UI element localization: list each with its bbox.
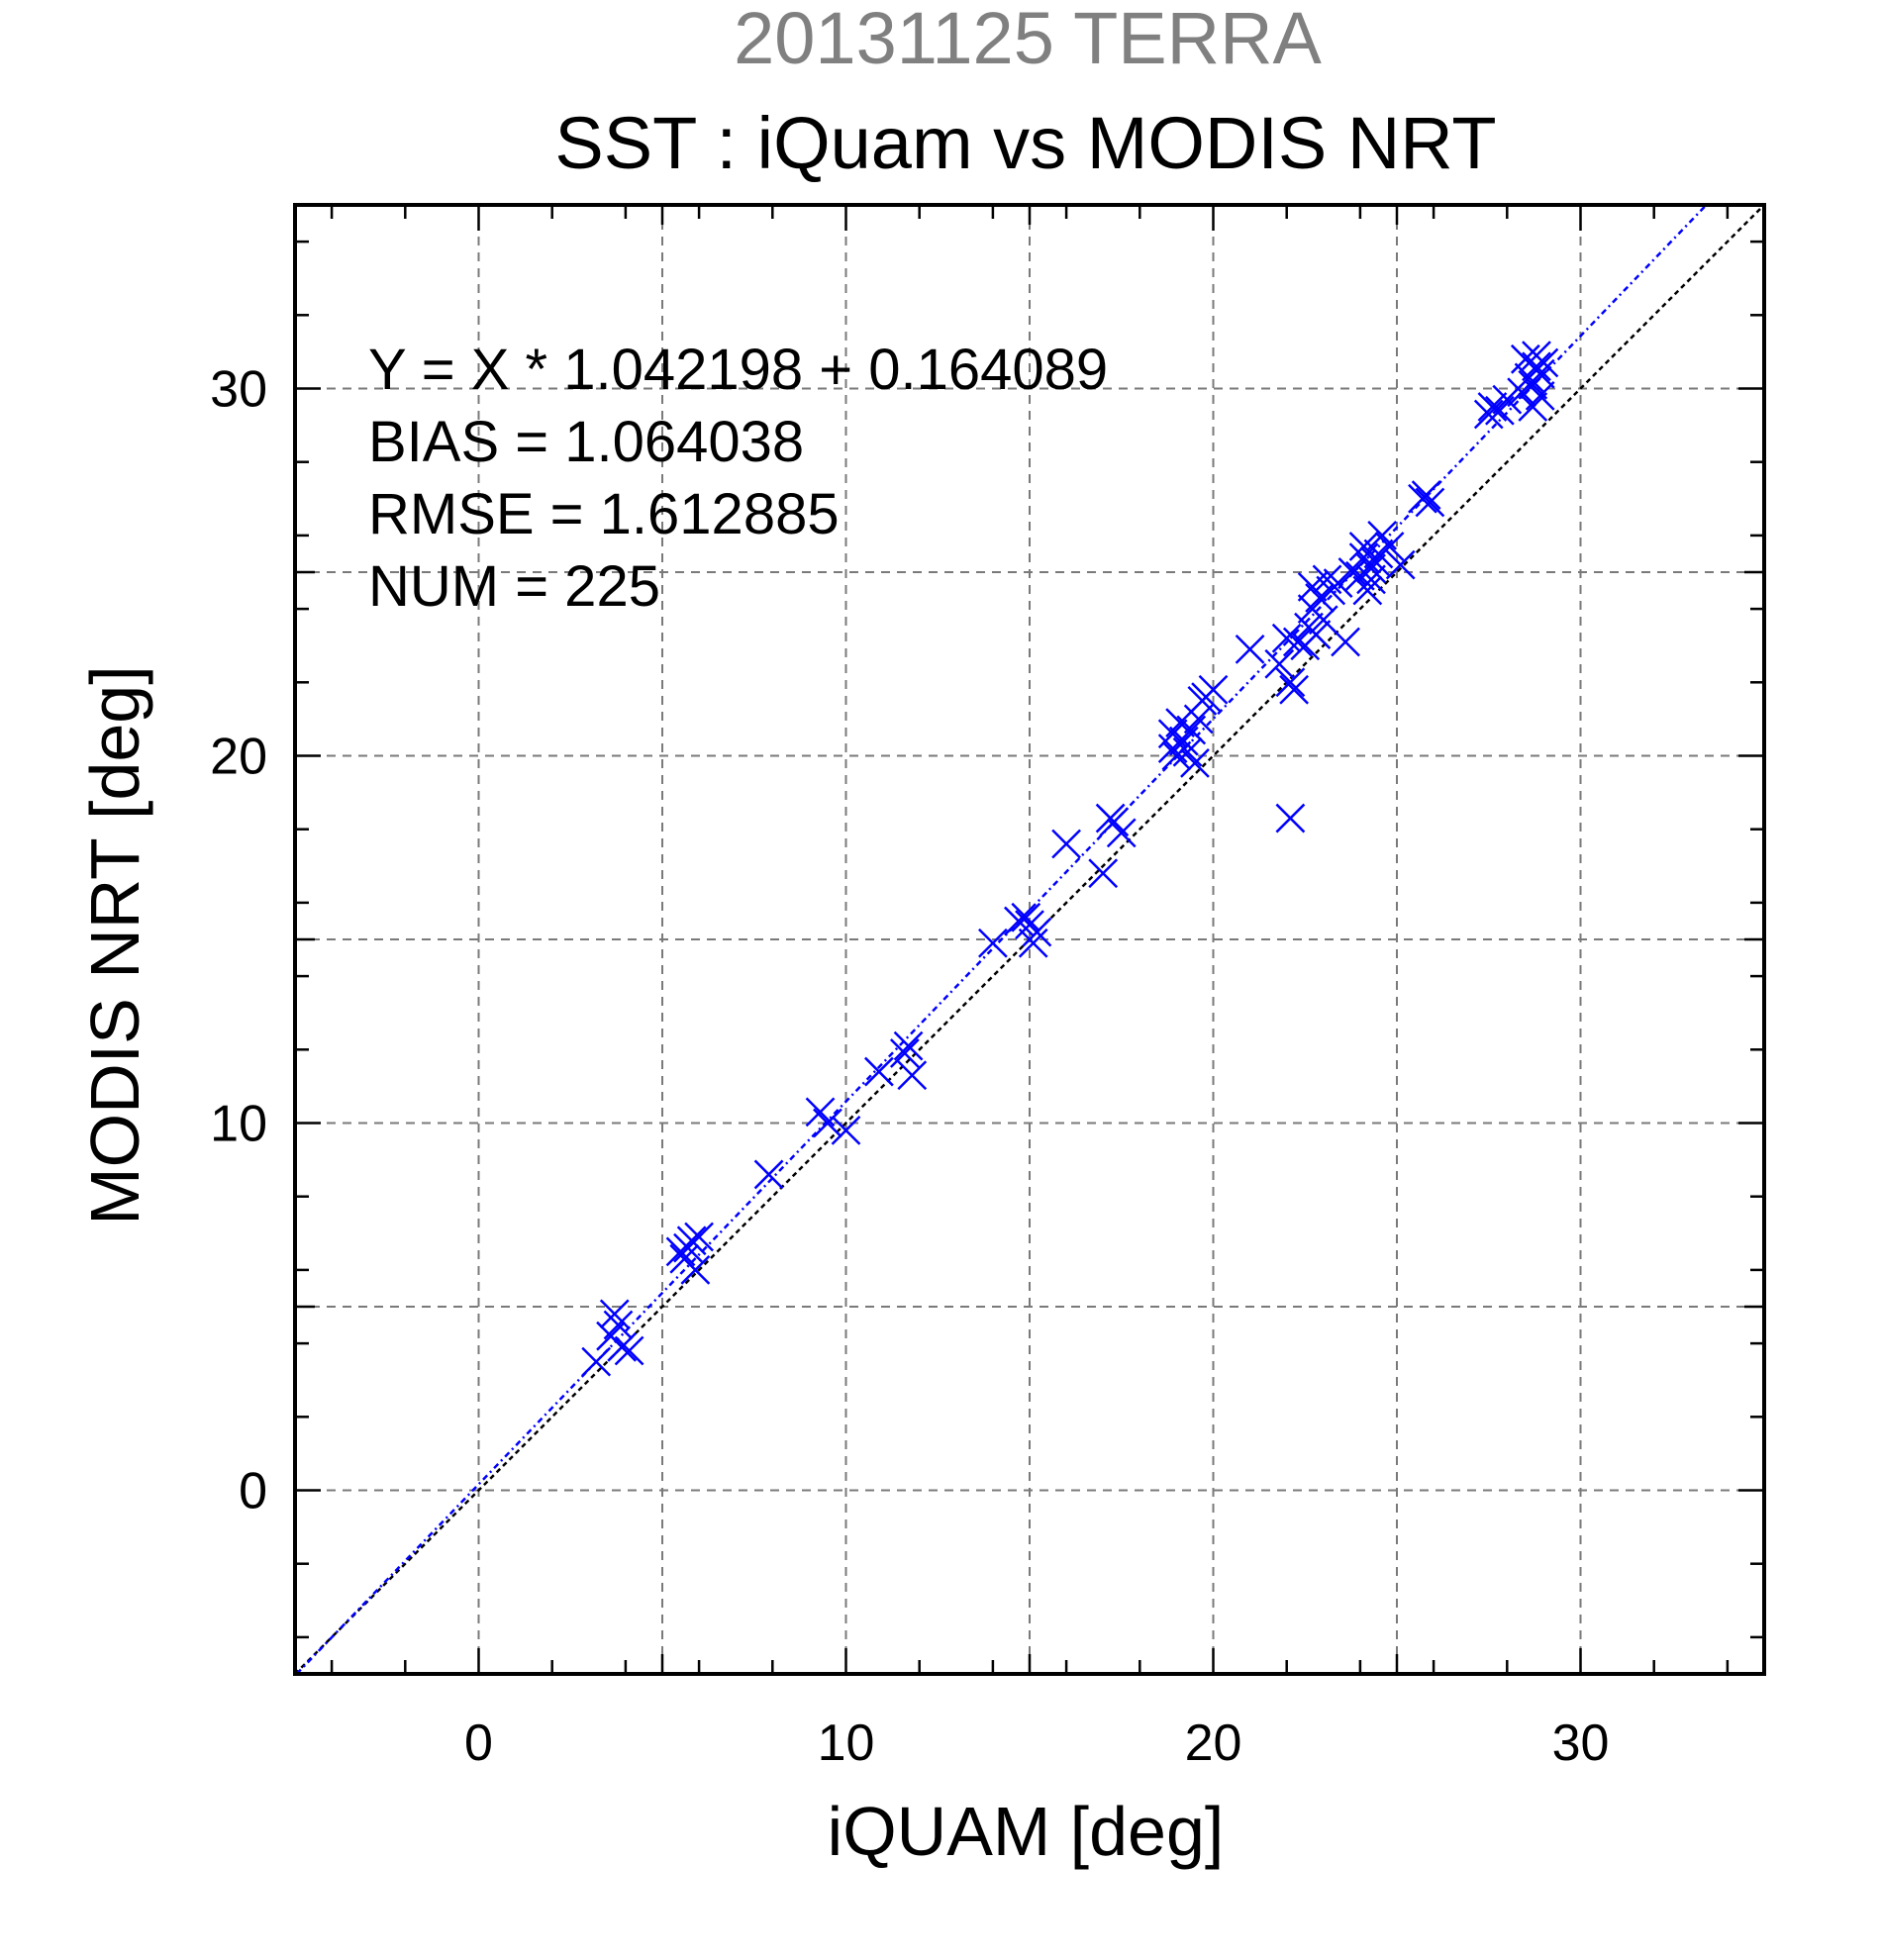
data-point [1525,358,1555,389]
data-point [1235,635,1265,664]
data-point [1473,399,1504,430]
y-tick-labels: 0 10 20 30 [210,361,267,1520]
data-point [1275,667,1306,698]
data-point [1312,564,1342,595]
data-point [889,1038,920,1068]
axis-ticks [293,203,1766,1676]
data-point [1522,351,1551,382]
data-point [581,1346,612,1377]
data-point [1415,487,1445,518]
data-point [1301,620,1332,649]
stats-box: Y = X * 1.042198 + 0.164089 BIAS = 1.0640… [368,338,1108,619]
data-point [1279,674,1310,705]
data-point [1282,627,1313,657]
data-point [1374,532,1405,561]
data-point [1011,902,1041,932]
reference-lines [294,204,1765,1675]
y-tick-label: 10 [210,1096,267,1153]
data-point [1348,532,1379,561]
data-point [1356,553,1386,584]
data-point [1161,740,1192,771]
stat-line: BIAS = 1.064038 [368,410,804,474]
chart-title: SST : iQuam vs MODIS NRT [554,102,1496,184]
data-point [1022,917,1052,947]
plot-frame [293,203,1766,1676]
data-point [1198,674,1229,705]
y-tick-label: 20 [210,729,267,786]
data-point [897,1060,928,1091]
data-point [680,1255,711,1285]
identity-line [294,204,1765,1675]
data-point [1264,648,1295,679]
data-point [813,1108,842,1138]
data-point [1356,564,1386,595]
data-point [1529,347,1559,378]
data-point [1051,829,1081,859]
data-point [614,1335,644,1366]
data-point [1018,928,1048,958]
data-point [1106,818,1137,848]
data-points [581,341,1559,1377]
data-point [831,1116,861,1145]
x-tick-labels: 0 10 20 30 [464,1715,1609,1772]
stat-line: Y = X * 1.042198 + 0.164089 [368,338,1108,402]
data-point [1088,858,1119,889]
x-tick-label: 30 [1552,1715,1610,1772]
data-point [893,1030,924,1061]
data-point [1180,748,1210,778]
data-point [1183,704,1214,735]
data-point [753,1159,784,1190]
data-point [1411,480,1441,510]
y-tick-label: 0 [239,1463,267,1520]
data-point [1337,557,1368,587]
data-point [1525,381,1555,411]
x-tick-label: 10 [818,1715,875,1772]
data-point [1331,627,1360,657]
data-point [864,1056,894,1087]
data-point [1275,803,1306,833]
data-point [1003,906,1034,936]
y-axis-label: MODIS NRT [deg] [76,665,153,1225]
data-point [684,1222,714,1252]
data-point [599,1299,630,1329]
y-tick-label: 30 [210,361,267,419]
fit-line [295,204,1708,1675]
data-point [607,1331,638,1362]
stat-line: NUM = 225 [368,554,660,619]
data-point [978,928,1008,958]
x-axis-label: iQUAM [deg] [828,1793,1225,1870]
data-point [676,1225,707,1256]
data-point [1477,392,1508,422]
x-tick-label: 20 [1185,1715,1242,1772]
stat-line: RMSE = 1.612885 [368,482,840,546]
data-point [1323,568,1353,599]
data-point [1271,623,1302,653]
x-tick-label: 0 [464,1715,493,1772]
data-point [1385,549,1416,580]
chart-date-title: 20131125 TERRA [734,0,1322,79]
